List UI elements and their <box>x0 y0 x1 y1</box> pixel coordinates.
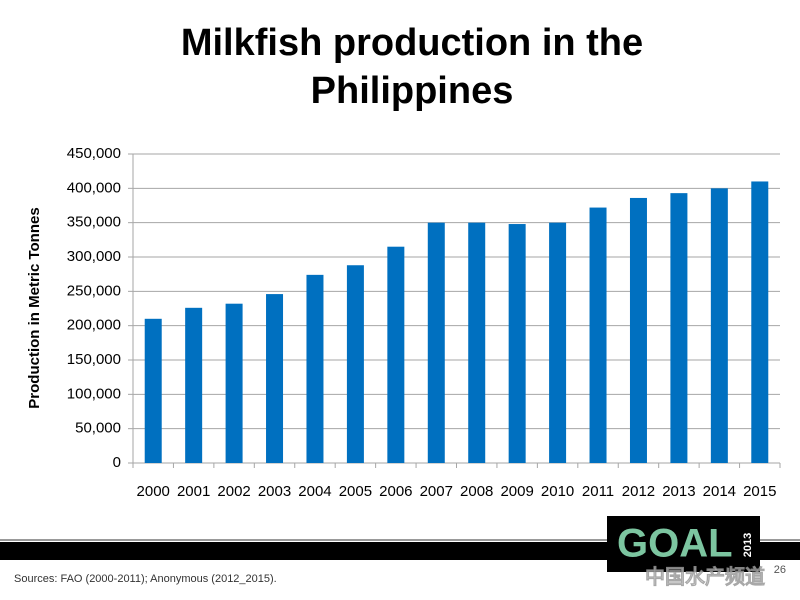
bar <box>670 193 688 463</box>
page-number: 26 <box>774 564 786 576</box>
x-tick-label: 2013 <box>662 483 695 500</box>
y-tick-label: 50,000 <box>75 420 121 437</box>
x-tick-label: 2007 <box>420 483 453 500</box>
bar <box>468 222 486 463</box>
bar <box>629 197 647 464</box>
x-tick-label: 2011 <box>582 483 614 500</box>
bar <box>549 222 567 463</box>
x-tick-label: 2003 <box>258 483 291 500</box>
bar <box>185 307 203 463</box>
bar <box>710 188 728 464</box>
bar <box>306 274 324 463</box>
x-tick-label: 2004 <box>298 483 331 500</box>
x-tick-label: 2008 <box>460 483 493 500</box>
x-tick-label: 2010 <box>541 483 574 500</box>
x-tick-label: 2012 <box>622 483 655 500</box>
bar <box>144 318 162 463</box>
bar <box>266 294 284 463</box>
bar <box>508 224 526 463</box>
y-axis-label: Production in Metric Tonnes <box>26 207 43 408</box>
x-tick-label: 2005 <box>339 483 372 500</box>
watermark: 中国水产频道 <box>645 564 765 588</box>
x-tick-label: 2006 <box>379 483 412 500</box>
bar <box>346 265 364 463</box>
bar <box>387 246 405 463</box>
footer-band <box>0 542 800 560</box>
x-tick-label: 2000 <box>137 483 170 500</box>
bar <box>427 222 445 463</box>
bar <box>225 303 243 463</box>
x-tick-label: 2015 <box>743 483 776 500</box>
logo-box <box>607 516 760 572</box>
x-tick-label: 2009 <box>500 483 533 500</box>
y-tick-label: 400,000 <box>67 179 121 196</box>
bar <box>751 181 769 463</box>
y-tick-label: 450,000 <box>67 145 121 162</box>
x-tick-label: 2002 <box>217 483 250 500</box>
logo-text: GOAL <box>617 522 733 566</box>
bar <box>589 207 607 463</box>
sources: Sources: FAO (2000-2011); Anonymous (201… <box>14 573 277 585</box>
y-tick-label: 300,000 <box>67 248 121 265</box>
y-tick-label: 150,000 <box>67 351 121 368</box>
y-tick-label: 200,000 <box>67 317 121 334</box>
y-tick-label: 0 <box>113 454 121 471</box>
y-tick-label: 250,000 <box>67 282 121 299</box>
x-tick-label: 2001 <box>177 483 210 500</box>
x-tick-label: 2014 <box>703 483 736 500</box>
y-tick-label: 350,000 <box>67 214 121 231</box>
logo-year: 2013 <box>742 533 754 557</box>
y-tick-label: 100,000 <box>67 385 121 402</box>
chart-title: Milkfish production in the Philippines <box>181 22 643 112</box>
